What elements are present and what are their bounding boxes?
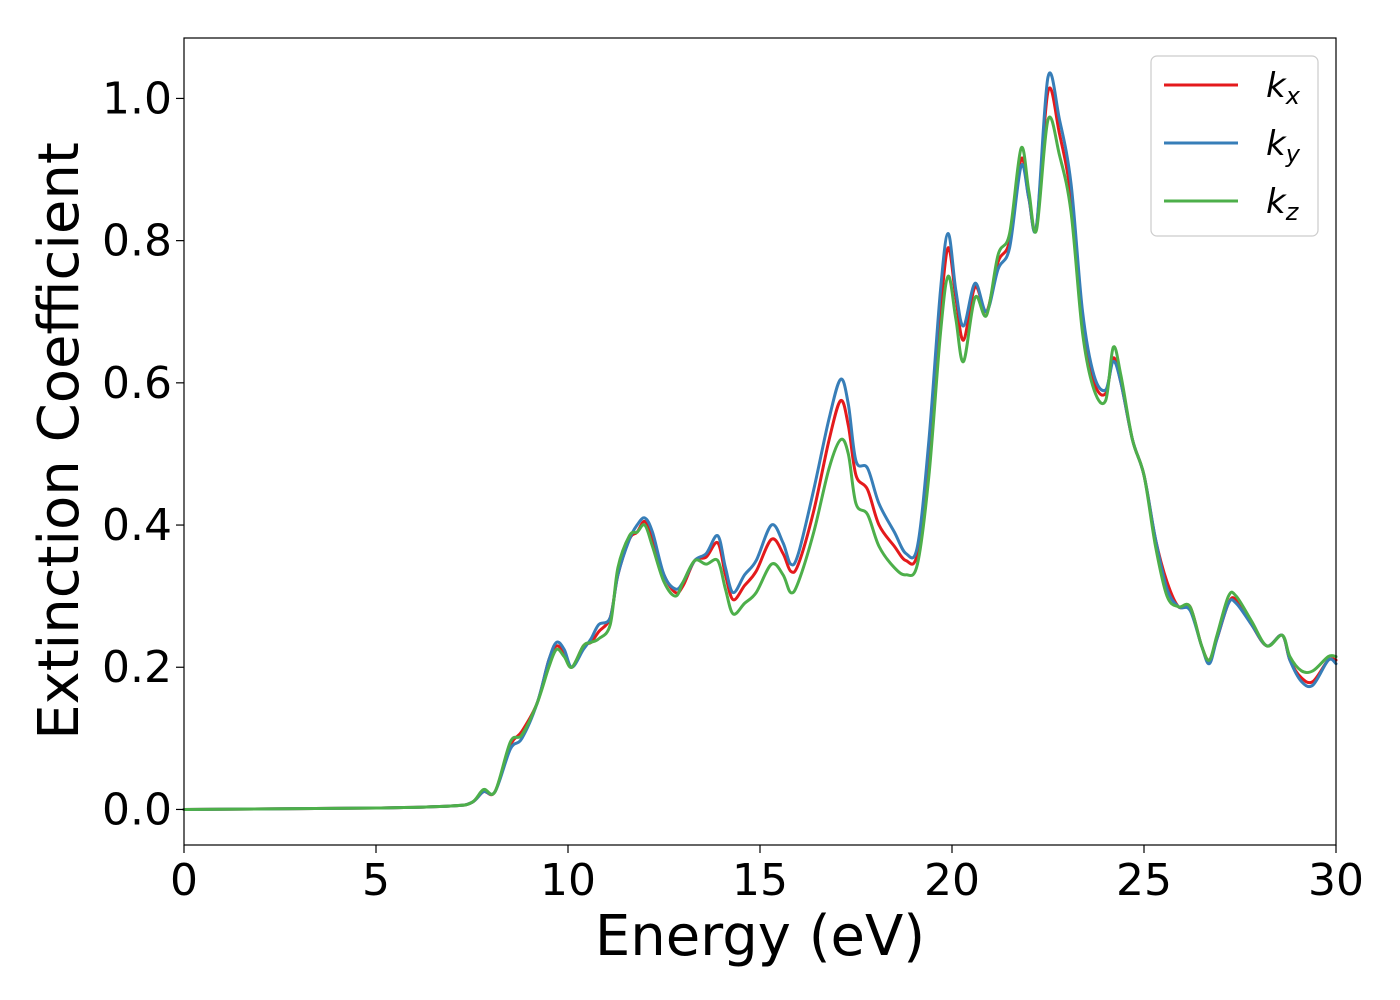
y-tick-label: 0.4 [102, 500, 172, 551]
x-tick-label: 15 [732, 855, 788, 906]
y-tick-label: 0.6 [102, 358, 172, 409]
legend-label-kz: kz [1266, 182, 1300, 226]
legend-box [1150, 55, 1319, 237]
series-layer [182, 71, 1338, 811]
y-axis-title: Extinction Coefficient [27, 142, 92, 740]
y-tick-label: 1.0 [102, 73, 172, 124]
x-tick-label: 10 [540, 855, 596, 906]
x-tick-label: 25 [1116, 855, 1172, 906]
x-tick-label: 0 [170, 855, 198, 906]
y-tick-label: 0.0 [102, 784, 172, 835]
y-tick-label: 0.8 [102, 216, 172, 267]
series-line-ky [182, 71, 1338, 811]
legend: kx ky kz [1150, 55, 1319, 237]
x-tick-label: 20 [924, 855, 980, 906]
legend-label-kx: kx [1266, 66, 1301, 110]
series-line-kz [182, 115, 1338, 811]
x-axis: 0 5 10 15 20 25 30 [170, 845, 1364, 906]
x-tick-label: 30 [1308, 855, 1364, 906]
x-axis-title: Energy (eV) [595, 904, 925, 969]
x-tick-label: 5 [362, 855, 390, 906]
y-axis: 0.0 0.2 0.4 0.6 0.8 1.0 [102, 73, 184, 835]
y-tick-label: 0.2 [102, 642, 172, 693]
legend-label-ky: ky [1266, 124, 1301, 168]
